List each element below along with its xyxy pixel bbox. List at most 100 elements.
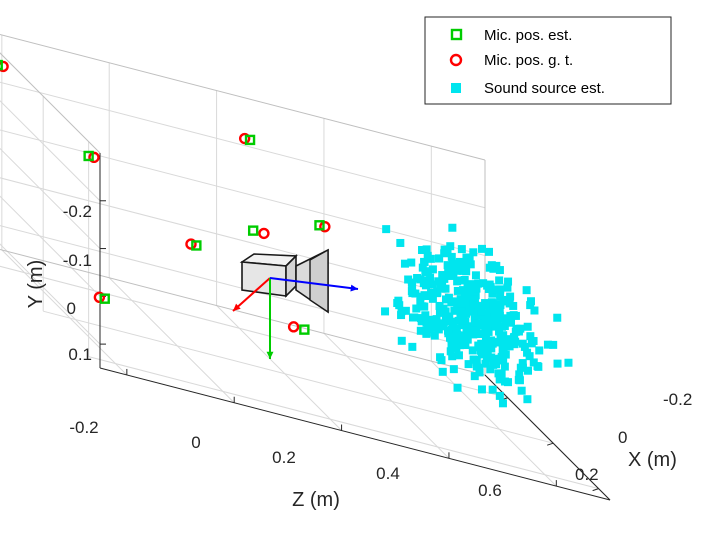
z-tick-label: 0.2	[272, 448, 296, 467]
sound-source-point	[468, 346, 477, 355]
mic-est-point	[191, 240, 202, 251]
z-tick-label: 0.6	[478, 481, 502, 500]
mic-gt-point	[185, 238, 197, 250]
sound-source-point	[436, 284, 445, 293]
sound-source-point	[472, 323, 481, 332]
sound-source-point	[443, 261, 452, 270]
y-tick-label: 0	[67, 299, 76, 318]
sound-source-point	[497, 369, 506, 378]
sound-source-point	[416, 326, 425, 335]
sound-source-point	[496, 354, 505, 363]
sound-source-point	[471, 271, 480, 280]
sound-source-point	[496, 285, 505, 294]
sound-source-point	[486, 317, 495, 326]
x-tick-label: 0.2	[575, 465, 599, 484]
sound-source-point	[444, 268, 453, 277]
mic-est-point	[244, 134, 256, 146]
sound-source-point	[451, 343, 460, 352]
sound-source-point	[440, 245, 449, 254]
camera-z-axis-arrow-head	[350, 284, 358, 292]
sound-source-point	[382, 225, 391, 234]
sound-source-point	[448, 223, 457, 232]
sound-source-point	[428, 265, 437, 274]
sound-source-point	[488, 289, 497, 298]
grid-line	[108, 277, 235, 404]
sound-source-point	[486, 365, 495, 374]
camera-lens-rim	[309, 248, 329, 314]
sound-source-point	[465, 286, 474, 295]
sound-source-point	[381, 307, 390, 316]
sound-source-point	[488, 299, 497, 308]
grid-line	[43, 310, 554, 444]
sound-source-point	[448, 259, 457, 268]
sound-source-point	[410, 313, 419, 322]
sound-source-point	[483, 338, 492, 347]
sound-source-point	[456, 307, 465, 316]
sound-source-point	[458, 266, 467, 275]
grid-line	[1, 249, 128, 376]
z-axis-label: Z (m)	[292, 489, 340, 511]
box-edge	[0, 33, 486, 161]
x-tick-label: -0.2	[663, 390, 692, 409]
z-tick-label: -0.2	[69, 418, 98, 437]
sound-source-point	[456, 341, 465, 350]
grid-line	[88, 356, 599, 490]
sound-source-point	[438, 367, 447, 376]
sound-source-point	[408, 289, 417, 298]
sound-source-point	[523, 395, 532, 404]
sound-source-point	[416, 297, 425, 306]
sound-source-point	[481, 359, 490, 368]
sound-source-point	[487, 353, 496, 362]
sound-source-point	[471, 355, 480, 364]
sound-source-point	[488, 304, 497, 313]
sound-source-point	[483, 326, 492, 335]
sound-source-point	[440, 274, 449, 283]
grid-line	[0, 147, 101, 249]
mic-est-point	[299, 324, 310, 335]
sound-source-point	[509, 301, 518, 310]
sound-source-point	[504, 277, 513, 286]
mic-gt-point	[238, 132, 251, 145]
sound-source-point	[426, 273, 435, 282]
sound-source-point	[453, 301, 462, 310]
sound-source-point	[432, 323, 441, 332]
grid-line	[216, 305, 342, 431]
legend-box	[424, 16, 672, 105]
z-axis-line	[99, 367, 611, 501]
sound-source-point	[491, 322, 500, 331]
sound-source-point	[428, 294, 437, 303]
sound-source-point	[495, 327, 504, 336]
sound-source-point	[434, 277, 443, 286]
sound-source-point	[419, 279, 428, 288]
sound-source-point	[394, 296, 403, 305]
z-tick-label: 0.4	[376, 464, 400, 483]
sound-source-point	[505, 342, 514, 351]
sound-source-point	[449, 297, 458, 306]
x-axis-line	[484, 374, 611, 501]
sound-source-point	[417, 314, 426, 323]
grid-line	[323, 332, 450, 459]
sound-source-point	[408, 342, 417, 351]
grid-line	[0, 81, 486, 209]
camera-z-axis-arrow	[269, 277, 359, 290]
sound-source-point	[466, 260, 475, 269]
marker-layer	[0, 59, 573, 408]
camera-y-axis-arrow-head	[266, 351, 274, 359]
sound-source-point	[423, 251, 432, 260]
sound-source-point	[457, 313, 466, 322]
sound-source-point	[500, 362, 509, 371]
y-axis-label: Y (m)	[25, 260, 47, 309]
sound-source-point	[484, 247, 493, 256]
sound-source-point	[466, 302, 475, 311]
sound-source-point	[515, 370, 524, 379]
sound-source-point	[506, 311, 515, 320]
sound-source-point	[413, 274, 422, 283]
sound-source-point	[447, 325, 456, 334]
sound-source-point	[427, 288, 436, 297]
y-tick-label: 0.1	[68, 345, 92, 364]
sound-source-point	[449, 365, 458, 374]
mic-gt-point	[88, 151, 100, 164]
sound-source-point	[534, 362, 543, 371]
sound-source-point	[489, 360, 498, 369]
